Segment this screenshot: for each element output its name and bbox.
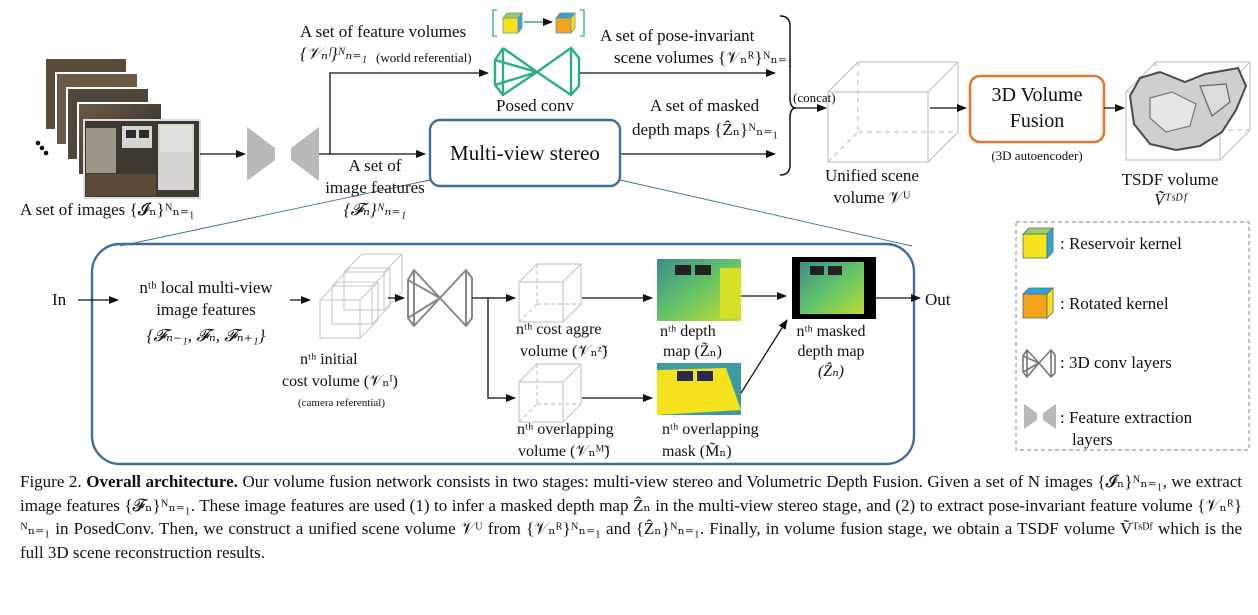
fusion-box-line2: Fusion — [1009, 109, 1065, 132]
image-features-line1: A set of — [348, 156, 402, 175]
image-frame-front — [83, 119, 201, 199]
legend-feat-line1: : Feature extraction — [1060, 408, 1193, 427]
initial-cost-line1: nᵗʰ initial — [300, 351, 358, 368]
overlapping-cube — [518, 363, 582, 423]
feature-volumes-note: (world referential) — [376, 50, 472, 65]
cost-aggre-cube — [518, 263, 582, 323]
posed-conv-label: Posed conv — [496, 96, 574, 115]
feature-volumes-line1: A set of feature volumes — [300, 22, 467, 41]
masked-depth-line1: A set of masked — [650, 96, 760, 115]
masked-depth-line2: depth maps {Ẑₙ}ᴺₙ₌₁ — [632, 120, 779, 139]
legend-feat-line2: layers — [1072, 430, 1113, 449]
depth-map-image — [657, 259, 741, 321]
figure-caption: Figure 2. Overall architecture. Our volu… — [20, 470, 1242, 564]
legend-frame — [1015, 221, 1250, 451]
overlapping-mask-image — [657, 363, 741, 415]
fusion-box-frame — [968, 74, 1106, 144]
masked-map-line2: depth map — [797, 343, 865, 360]
caption-body: Our volume fusion network consists in tw… — [20, 472, 1243, 562]
local-feat-line2: image features — [156, 300, 256, 319]
legend-reservoir-label: : Reservoir kernel — [1060, 234, 1182, 253]
depth-map-line1: nᵗʰ depth — [660, 323, 716, 340]
cost-aggre-line1: nᵗʰ cost aggre — [516, 321, 602, 338]
initial-cost-note: (camera referential) — [298, 397, 386, 409]
pose-invariant-line1: A set of pose-invariant — [600, 26, 755, 45]
in-label: In — [52, 290, 67, 309]
overlap-mask-line2: mask (M̃ₙ) — [662, 443, 732, 460]
tsdf-line2: Ṽᵀˢᴰᶠ — [1154, 190, 1186, 209]
autoencoder-label: (3D autoencoder) — [991, 148, 1083, 163]
masked-depth-map-image — [792, 257, 876, 319]
reservoir-kernel-icon — [1022, 227, 1054, 259]
architecture-diagram: A set of images {𝓘ₙ}ᴺₙ₌₁ A set of featur… — [20, 9, 1251, 466]
rotated-kernel-icon — [1022, 287, 1054, 319]
image-stack — [35, 57, 201, 199]
pose-invariant-line2: scene volumes {𝒱ₙᴿ}ᴺₙ₌₁ — [614, 48, 793, 67]
feature-extractor-left — [247, 127, 275, 181]
out-label: Out — [925, 290, 951, 309]
masked-map-line3: (Ẑₙ) — [817, 363, 845, 380]
masked-map-line1: nᵗʰ masked — [796, 323, 866, 340]
unified-line1: Unified scene — [825, 166, 919, 185]
depth-map-line2: map (Z̃ₙ) — [663, 343, 722, 360]
legend-conv3d-label: : 3D conv layers — [1060, 353, 1172, 372]
cost-aggre-line2: volume (𝒱ₙᶻ̃) — [520, 343, 608, 360]
caption-fig-label: Figure 2. — [20, 472, 82, 491]
diagram-canvas — [35, 9, 1251, 466]
conv3d-legend-icon — [1022, 349, 1056, 378]
image-features-line2: image features — [325, 178, 425, 197]
overlap-mask-line1: nᵗʰ overlapping — [662, 421, 759, 438]
image-features-line3: {𝓕ₙ}ᴺₙ₌₁ — [343, 200, 407, 219]
unified-volume-cube — [827, 61, 959, 163]
initial-cost-volume — [319, 253, 403, 339]
local-feat-line3: {𝓕ₙ₋₁, 𝓕ₙ, 𝓕ₙ₊₁} — [146, 326, 266, 345]
images-label: A set of images {𝓘ₙ}ᴺₙ₌₁ — [20, 200, 195, 219]
overlap-vol-line2: volume (𝒱ₙᴹ̃) — [518, 443, 610, 460]
overlap-vol-line1: nᵗʰ overlapping — [517, 421, 614, 438]
local-feat-line1: nᵗʰ local multi-view — [139, 278, 273, 297]
posed-conv-icon — [492, 9, 585, 97]
feature-volumes-line2: {𝒱ₙᶠ}ᴺₙ₌₁ — [300, 44, 368, 63]
mvs-box-label: Multi-view stereo — [450, 140, 600, 165]
mvs-box-frame — [428, 118, 622, 188]
conv3d-icon — [407, 269, 473, 327]
legend-rotated-label: : Rotated kernel — [1060, 294, 1169, 313]
tsdf-line1: TSDF volume — [1121, 170, 1219, 189]
unified-line2: volume 𝒱ᵁ — [833, 188, 911, 207]
fusion-box-line1: 3D Volume — [991, 83, 1083, 106]
concat-label: (concat) — [793, 90, 836, 105]
feature-extraction-legend-icon — [1024, 404, 1056, 429]
feature-extractor-right — [291, 127, 319, 181]
tsdf-volume — [1125, 61, 1251, 161]
caption-title: Overall architecture. — [86, 472, 238, 491]
initial-cost-line2: cost volume (𝒱ₙᴵ) — [282, 373, 398, 390]
detail-box-frame — [90, 242, 916, 466]
